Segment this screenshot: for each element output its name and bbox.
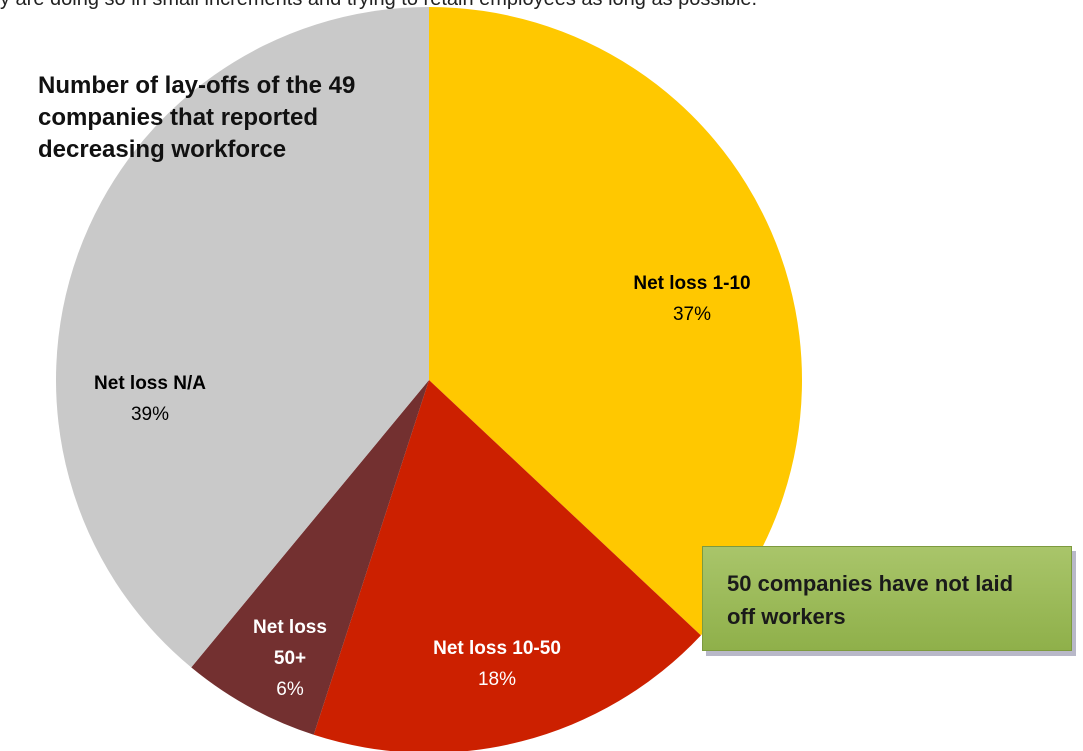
pie-slice <box>313 380 701 751</box>
pie-slice <box>191 380 429 735</box>
slice-label: Net loss 10-50 18% <box>387 633 607 695</box>
slice-label: Net loss 1-10 37% <box>582 268 802 330</box>
value-label: 18% <box>477 669 517 690</box>
category-label: Net loss N/A <box>94 373 206 394</box>
slice-label: Net loss 50+ 6% <box>240 612 340 705</box>
value-label: 39% <box>130 404 170 425</box>
chart-title: Number of lay-offs of the 49 companies t… <box>38 72 356 163</box>
pie-slice <box>56 7 429 668</box>
slice-label: Net loss N/A 39% <box>40 368 260 430</box>
value-label: 6% <box>276 679 304 700</box>
annotation: 50 companies have not laid off workers <box>702 546 1072 651</box>
caption: y are doing so in small increments and t… <box>0 0 757 11</box>
category-label: Net loss 50+ <box>253 617 327 669</box>
category-label: Net loss 1-10 <box>633 273 751 294</box>
pie-slice <box>429 7 802 636</box>
category-label: Net loss 10-50 <box>433 638 561 659</box>
value-label: 37% <box>672 304 712 325</box>
